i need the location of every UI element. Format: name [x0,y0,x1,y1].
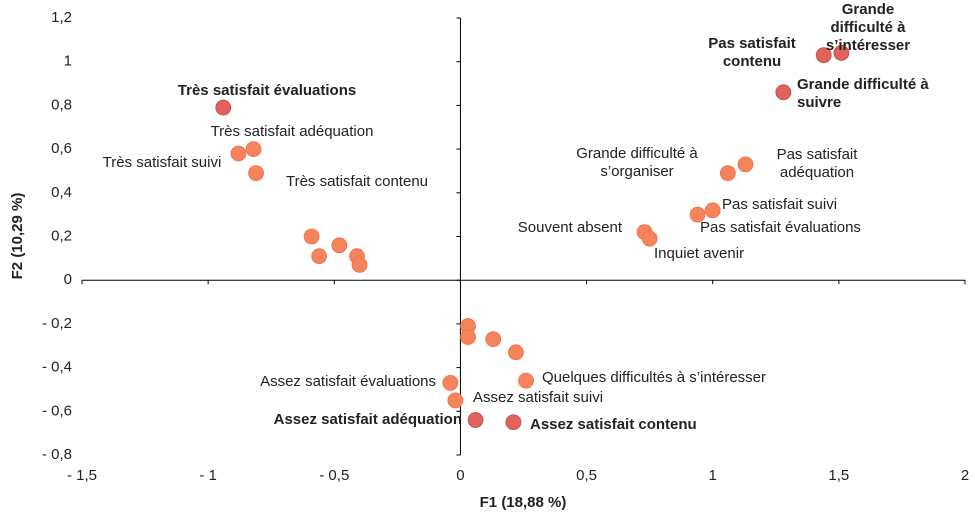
point-label: Assez satisfait suivi [473,389,604,406]
x-tick-label: 1,5 [828,467,849,484]
point [245,141,262,158]
x-tick-label: - 1 [199,467,217,484]
point [447,392,464,409]
y-tick-label: 0,4 [51,184,72,201]
point [442,374,459,391]
point-label: Grande difficulté à s’organiser [576,145,698,180]
point-label: Très satisfait évaluations [177,82,357,99]
point-label: Grande difficulté à suivre [797,76,929,111]
point-label: Inquiet avenir [654,245,745,262]
point-label: Souvent absent [517,219,622,236]
point-label: Assez satisfait contenu [530,416,697,433]
x-tick-label: 1 [709,467,717,484]
point-label: Pas satisfait suivi [722,196,838,213]
point-label: Très satisfait contenu [285,173,429,190]
x-tick-label: 0,5 [576,467,597,484]
point [248,165,264,182]
point [815,47,832,64]
point-label: Très satisfait adéquation [210,123,374,140]
point-label: Quelques difficultés à s’intéresser [542,369,767,386]
point [505,414,522,431]
point [485,331,502,348]
point [331,237,348,254]
y-tick-label: 1 [64,53,72,70]
point [311,248,328,265]
y-axis-title: F2 (10,29 %) [9,193,26,280]
point [351,257,368,273]
point-label: Pas satisfait évaluations [700,219,861,236]
point [689,206,706,223]
x-axis-title: F1 (18,88 %) [480,494,567,511]
point [737,156,754,173]
y-tick-label: 0 [64,271,72,288]
point-label: Grande difficulté à s’intéresser [825,1,911,54]
point [467,412,484,428]
y-tick-label: - 0,4 [42,359,72,376]
y-tick-label: 1,2 [51,9,72,26]
x-tick-label: - 1,5 [67,467,97,484]
point [508,344,524,361]
point [230,145,247,162]
point-label: Pas satisfait adéquation [776,146,858,181]
point-label: Assez satisfait adéquation [273,411,462,428]
x-tick-label: - 0,5 [319,467,349,484]
y-tick-label: 0,6 [51,140,72,157]
point-label: Pas satisfait contenu [708,35,796,70]
point [704,202,721,219]
point [833,45,850,61]
y-tick-label: - 0,2 [42,315,72,332]
y-tick-label: - 0,6 [42,402,72,419]
y-tick-label: 0,2 [51,227,72,244]
x-tick-label: 0 [456,467,464,484]
point [641,230,658,247]
point [460,329,476,345]
point [719,165,736,182]
point-label: Très satisfait suivi [102,154,222,171]
point [518,372,534,389]
x-tick-label: 2 [961,467,969,484]
point [775,84,792,101]
y-tick-label: - 0,8 [42,446,72,463]
y-tick-label: 0,8 [51,96,72,113]
point [303,228,320,245]
point [215,99,232,116]
point-label: Assez satisfait évaluations [260,373,436,390]
